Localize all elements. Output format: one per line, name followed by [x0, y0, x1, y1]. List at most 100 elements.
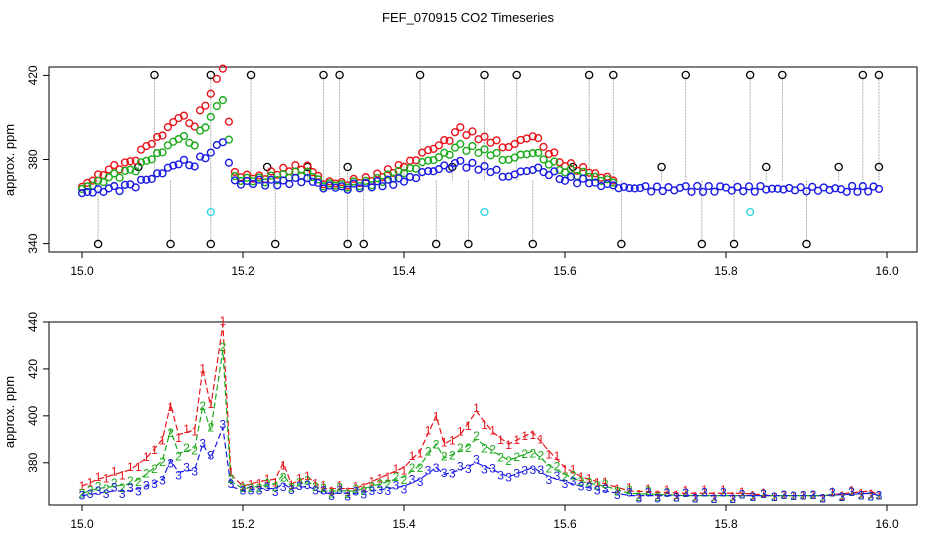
series-3-marker: 3: [385, 484, 392, 498]
spike-point: [415, 70, 425, 80]
series-1-marker: 1: [449, 433, 456, 447]
series-2-marker: 2: [729, 492, 736, 506]
series-3-marker: 3: [87, 487, 94, 501]
series-2-marker: 2: [191, 443, 198, 457]
series-1-marker: 1: [344, 485, 351, 499]
series-2-marker: 2: [645, 484, 652, 498]
series-3-marker: 3: [749, 490, 756, 504]
series-blue-point: [147, 174, 156, 184]
series-2-marker: 2: [858, 488, 865, 502]
spike-point: [166, 239, 175, 249]
series-green-point: [534, 148, 543, 157]
series-blue-point: [744, 182, 754, 191]
spike-point: [335, 70, 344, 80]
series-3-marker: 3: [296, 479, 303, 493]
series-3-marker: 3: [819, 492, 826, 506]
spike-point: [657, 162, 666, 172]
series-red-point: [539, 142, 548, 151]
series-1-marker: 1: [720, 483, 727, 497]
series-3-marker: 3: [425, 463, 432, 477]
series-2-marker: 2: [441, 449, 448, 463]
series-2-marker: 2: [819, 492, 826, 506]
series-3-marker: 3: [248, 484, 255, 498]
series-blue-point: [773, 184, 782, 193]
spike-point: [343, 162, 352, 172]
series-3-marker: 3: [288, 483, 295, 497]
series-blue-point: [693, 181, 702, 191]
series-1-marker: 1: [304, 469, 311, 483]
series-2-marker: 2: [296, 475, 303, 489]
series-3-marker: 3: [119, 487, 126, 501]
series-blue-point: [399, 177, 409, 186]
x-tick-label: 15.8: [714, 264, 738, 278]
series-1-marker: 1: [264, 472, 271, 486]
series-blue-point: [355, 184, 364, 193]
series-green-point: [492, 148, 501, 158]
series-1-marker: 1: [594, 476, 601, 490]
series-1-marker: 1: [103, 472, 110, 486]
series-1-marker: 1: [645, 482, 652, 496]
series-3-marker: 3: [183, 461, 190, 475]
y-tick-label: 400: [26, 406, 40, 426]
series-3-marker: 3: [393, 478, 400, 492]
series-1-marker: 1: [79, 479, 86, 493]
series-red-point: [445, 136, 454, 145]
series-blue-point: [169, 161, 178, 170]
series-3-marker: 3: [664, 486, 671, 500]
series-2-marker: 2: [280, 470, 287, 484]
series-1-marker: 1: [570, 463, 577, 477]
series-red-point: [544, 149, 554, 159]
series-1-marker: 1: [175, 431, 182, 445]
series-1-marker: 1: [377, 471, 384, 485]
series-blue-point: [585, 179, 594, 188]
series-3-marker: 3: [521, 463, 528, 477]
series-3-marker: 3: [151, 477, 158, 491]
series-3-marker: 3: [199, 436, 206, 450]
series-blue-point: [297, 178, 306, 187]
series-green-point: [212, 102, 221, 111]
top-connector-lines: [97, 75, 880, 244]
series-3-marker: 3: [368, 484, 375, 498]
series-blue-point: [291, 173, 300, 182]
spike-point: [246, 70, 256, 80]
series-3-marker: 3: [159, 474, 166, 488]
series-3-marker: 3: [240, 484, 247, 498]
series-3-marker: 3: [352, 484, 359, 498]
series-green-point: [218, 96, 227, 105]
series-1-marker: 1: [654, 488, 661, 502]
series-3-marker: 3: [377, 483, 384, 497]
series-3-marker: 3: [729, 492, 736, 506]
x-tick-label: 15.4: [392, 517, 416, 531]
series-2-marker: 2: [256, 481, 263, 495]
series-red-point: [450, 128, 460, 137]
series-red-point: [158, 131, 167, 140]
spike-point: [343, 239, 352, 249]
top-y-axis-label: approx. ppm: [2, 124, 17, 196]
series-green-point: [480, 145, 489, 154]
series-3-marker: 3: [858, 488, 865, 502]
series-2-marker: 2: [749, 490, 756, 504]
series-3-marker: 3: [760, 487, 767, 501]
series-1-marker: 1: [119, 468, 126, 482]
series-blue-point: [83, 187, 92, 197]
series-2-marker: 2: [546, 461, 553, 475]
series-2-marker: 2: [594, 479, 601, 493]
series-red-point: [110, 160, 119, 170]
series-2-marker: 2: [829, 485, 836, 499]
series-1-marker: 1: [829, 485, 836, 499]
series-blue-point: [142, 175, 151, 184]
series-blue-point: [864, 187, 873, 196]
series-2-marker: 2: [538, 449, 545, 463]
series-3-marker: 3: [839, 490, 846, 504]
series-green-point: [120, 166, 130, 175]
series-3-marker: 3: [790, 489, 797, 503]
x-tick-label: 15.4: [392, 264, 416, 278]
series-2-marker: 2: [868, 489, 875, 503]
series-3-marker: 3: [264, 480, 271, 494]
series-green-point: [591, 172, 600, 181]
series-2-marker: 2: [781, 488, 788, 502]
series-3-marker: 3: [344, 490, 351, 504]
series-green-point: [456, 139, 465, 149]
series-3-marker: 3: [336, 483, 343, 497]
series-1-marker: 1: [858, 487, 865, 501]
